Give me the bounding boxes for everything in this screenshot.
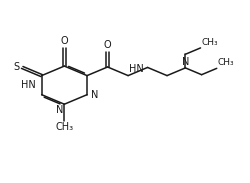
Text: CH₃: CH₃ xyxy=(217,58,234,68)
Text: O: O xyxy=(60,36,68,46)
Text: N: N xyxy=(56,105,63,115)
Text: HN: HN xyxy=(129,64,144,74)
Text: N: N xyxy=(90,90,98,100)
Text: HN: HN xyxy=(20,80,35,90)
Text: CH₃: CH₃ xyxy=(55,122,73,132)
Text: S: S xyxy=(14,62,20,72)
Text: CH₃: CH₃ xyxy=(201,38,218,47)
Text: N: N xyxy=(181,57,188,67)
Text: O: O xyxy=(103,40,111,50)
